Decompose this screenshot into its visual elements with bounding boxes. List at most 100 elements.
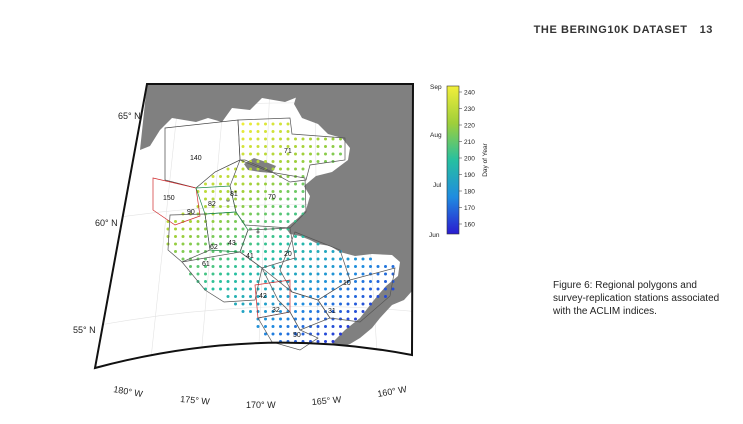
station-dot bbox=[316, 145, 320, 148]
station-dot bbox=[264, 205, 267, 208]
station-dot bbox=[339, 310, 342, 313]
station-dot bbox=[279, 325, 282, 328]
station-dot bbox=[369, 257, 372, 261]
station-dot bbox=[204, 220, 207, 223]
station-dot bbox=[219, 197, 222, 201]
station-dot bbox=[309, 137, 312, 141]
station-dot bbox=[339, 257, 342, 261]
station-dot bbox=[301, 302, 305, 306]
station-dot bbox=[241, 190, 245, 193]
station-dot bbox=[204, 242, 207, 246]
lon-label-160: 160° W bbox=[377, 384, 408, 399]
region-31: 31 bbox=[328, 308, 336, 315]
station-dot bbox=[249, 310, 252, 313]
station-dot bbox=[241, 182, 245, 186]
station-dot bbox=[196, 227, 200, 231]
station-dot bbox=[211, 182, 215, 186]
station-dot bbox=[249, 130, 252, 133]
station-dot bbox=[256, 152, 260, 156]
station-dot bbox=[219, 235, 222, 238]
station-dot bbox=[339, 332, 342, 336]
station-dot bbox=[316, 287, 320, 291]
colorbar-tick-label: 180 bbox=[464, 188, 475, 195]
station-dot bbox=[286, 302, 290, 306]
station-dot bbox=[241, 265, 245, 268]
station-dot bbox=[279, 227, 282, 231]
station-dot bbox=[241, 175, 245, 178]
station-dot bbox=[324, 280, 327, 283]
station-dot bbox=[211, 190, 215, 193]
station-dot bbox=[264, 197, 267, 201]
station-dot bbox=[211, 197, 215, 201]
region-140: 140 bbox=[190, 155, 202, 162]
station-dot bbox=[249, 175, 252, 178]
station-dot bbox=[369, 295, 372, 298]
station-dot bbox=[324, 265, 327, 268]
station-dot bbox=[249, 302, 252, 306]
station-dot bbox=[301, 310, 305, 313]
station-dot bbox=[376, 265, 380, 268]
station-dot bbox=[226, 205, 230, 208]
map-frame-outline bbox=[93, 83, 415, 370]
station-dot bbox=[181, 250, 185, 253]
station-dot bbox=[361, 257, 365, 261]
station-dot bbox=[271, 325, 275, 328]
colorbar-tick-label: 170 bbox=[464, 205, 475, 212]
station-dot bbox=[346, 302, 350, 306]
station-dot bbox=[256, 182, 260, 186]
station-dot bbox=[354, 310, 357, 313]
station-dot bbox=[271, 212, 275, 216]
station-dot bbox=[181, 257, 185, 261]
paper-title: THE BERING10K DATASET bbox=[533, 24, 688, 36]
station-dot bbox=[211, 220, 215, 223]
colorbar-tick-label: 220 bbox=[464, 122, 475, 129]
station-dot bbox=[286, 160, 290, 163]
station-dot bbox=[279, 145, 282, 148]
station-dot bbox=[346, 287, 350, 291]
station-dot bbox=[181, 227, 185, 231]
station-dot bbox=[346, 325, 350, 328]
station-dot bbox=[234, 220, 237, 223]
station-dot bbox=[264, 280, 267, 283]
station-dot bbox=[271, 122, 275, 126]
station-dot bbox=[249, 152, 252, 156]
station-dot bbox=[249, 295, 252, 298]
station-dot bbox=[219, 257, 222, 261]
station-dot bbox=[241, 287, 245, 291]
station-dot bbox=[316, 265, 320, 268]
station-dot bbox=[196, 272, 200, 276]
station-dot bbox=[324, 272, 327, 276]
station-dot bbox=[271, 295, 275, 298]
station-dot bbox=[279, 152, 282, 156]
station-dot bbox=[219, 265, 222, 268]
station-dot bbox=[271, 130, 275, 133]
station-dot bbox=[241, 130, 245, 133]
station-dot bbox=[279, 182, 282, 186]
station-dot bbox=[309, 302, 312, 306]
station-dot bbox=[249, 205, 252, 208]
station-dot bbox=[271, 220, 275, 223]
station-dot bbox=[301, 167, 305, 171]
station-dot bbox=[264, 242, 267, 246]
station-dot bbox=[204, 190, 207, 193]
station-dot bbox=[249, 265, 252, 268]
station-dot bbox=[234, 302, 237, 306]
station-dot bbox=[279, 212, 282, 216]
station-dot bbox=[264, 160, 267, 163]
station-dot bbox=[279, 160, 282, 163]
station-dot bbox=[234, 227, 237, 231]
station-dot bbox=[256, 220, 260, 223]
lon-label-165: 165° W bbox=[311, 394, 342, 407]
station-dot bbox=[294, 197, 297, 201]
station-dot bbox=[361, 295, 365, 298]
station-dot bbox=[301, 332, 305, 336]
region-71: 71 bbox=[284, 148, 292, 155]
station-dot bbox=[331, 325, 335, 328]
station-dot bbox=[256, 160, 260, 163]
station-dot bbox=[241, 272, 245, 276]
station-dot bbox=[324, 250, 327, 253]
station-dot bbox=[369, 302, 372, 306]
station-dot bbox=[234, 287, 237, 291]
station-dot bbox=[241, 205, 245, 208]
station-dot bbox=[286, 152, 290, 156]
